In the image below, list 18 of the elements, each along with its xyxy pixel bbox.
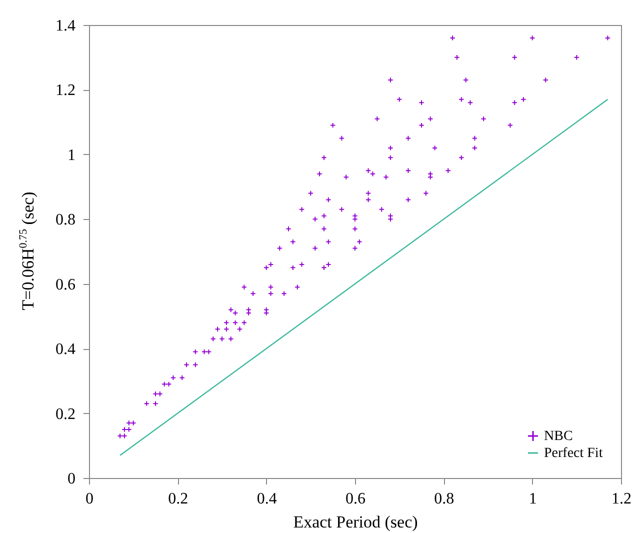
x-axis-title: Exact Period (sec) — [293, 512, 418, 532]
y-tick-label: 1.2 — [56, 82, 76, 100]
x-tick-label: 0.8 — [434, 490, 454, 508]
y-tick-label: 0.4 — [56, 341, 76, 358]
x-tick-label: 0 — [86, 490, 94, 508]
y-tick-label: 0 — [68, 470, 76, 488]
x-tick-label: 0.2 — [168, 490, 188, 508]
y-tick-label: 1.4 — [56, 18, 76, 34]
x-tick-label: 0.4 — [256, 490, 277, 508]
y-tick-label: 0.2 — [56, 406, 76, 423]
x-tick-label: 0.6 — [346, 490, 366, 508]
legend-label: NBC — [544, 429, 573, 444]
y-tick-label: 0.6 — [56, 276, 76, 294]
y-tick-label: 0.8 — [56, 212, 76, 229]
x-tick-label: 1 — [528, 490, 537, 508]
legend-label: Perfect Fit — [544, 446, 603, 461]
y-tick-label: 1 — [68, 146, 76, 164]
x-tick-label: 1.2 — [612, 490, 632, 508]
